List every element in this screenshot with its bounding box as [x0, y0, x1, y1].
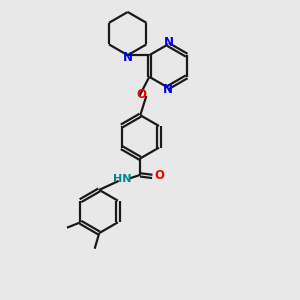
Text: O: O — [154, 169, 164, 182]
Text: HN: HN — [113, 173, 131, 184]
Text: O: O — [136, 88, 146, 101]
Text: N: N — [123, 51, 133, 64]
Text: N: N — [164, 36, 174, 50]
Text: N: N — [162, 82, 172, 96]
